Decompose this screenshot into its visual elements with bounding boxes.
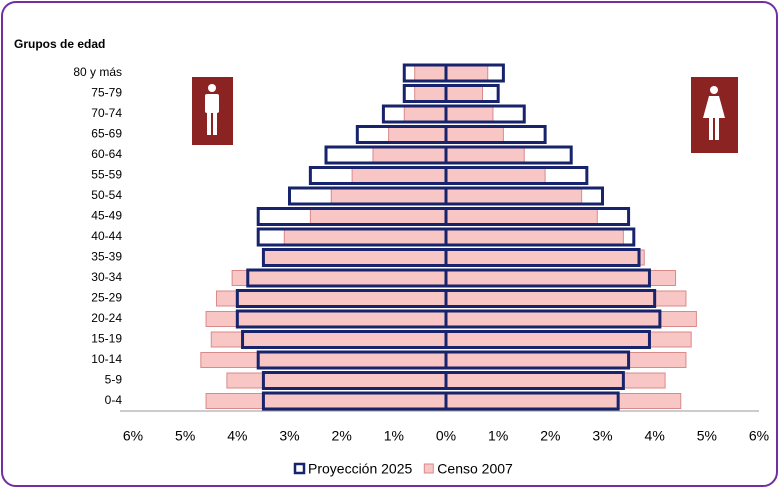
bar (444, 289, 657, 308)
bar (444, 371, 625, 390)
legend-label: Censo 2007 (437, 461, 513, 477)
axis-title: Grupos de edad (14, 37, 105, 51)
bar (444, 166, 589, 185)
y-tick-label: 20-24 (91, 311, 122, 325)
bar (444, 330, 651, 349)
bar (388, 126, 447, 143)
y-tick-label: 80 y más (73, 65, 122, 79)
bar (444, 309, 662, 329)
bar (444, 84, 500, 103)
y-tick-label: 45-49 (91, 209, 122, 223)
bar (444, 63, 505, 83)
x-tick-label: 3% (592, 428, 612, 444)
bar (445, 147, 525, 163)
bar (372, 147, 447, 163)
bar (444, 391, 620, 411)
bar (205, 393, 447, 409)
bar (215, 290, 447, 307)
bar (444, 227, 636, 247)
bar (262, 249, 447, 266)
x-tick-label: 5% (175, 428, 195, 444)
female-icon (691, 77, 738, 153)
bar (330, 188, 447, 204)
bar (444, 350, 631, 370)
bar (445, 126, 504, 143)
bar (445, 372, 666, 389)
x-tick-label: 4% (645, 428, 665, 444)
bar (210, 331, 447, 348)
bar (351, 167, 447, 184)
y-tick-label: 55-59 (91, 168, 122, 182)
bar (231, 270, 447, 286)
bar (445, 393, 682, 409)
x-tick-label: 4% (227, 428, 247, 444)
bar (445, 270, 677, 286)
bar (414, 65, 447, 81)
y-tick-label: 65-69 (91, 127, 122, 141)
bar (283, 229, 447, 245)
bar (445, 290, 687, 307)
y-tick-label: 30-34 (91, 270, 122, 284)
y-tick-label: 10-14 (91, 352, 122, 366)
y-tick-label: 70-74 (91, 106, 122, 120)
x-tick-label: 0% (436, 428, 456, 444)
y-tick-label: 60-64 (91, 147, 122, 161)
bar (445, 249, 645, 266)
bar (445, 65, 489, 81)
bar (445, 229, 624, 245)
x-tick-label: 6% (123, 428, 143, 444)
bar (226, 372, 447, 389)
bar (444, 207, 631, 226)
bar (445, 208, 598, 225)
x-tick-label: 6% (749, 428, 769, 444)
legend-label: Proyección 2025 (308, 461, 413, 477)
bar (444, 145, 573, 165)
x-tick-label: 1% (384, 428, 404, 444)
bar (444, 268, 651, 288)
bar (445, 106, 494, 122)
bar (309, 208, 447, 225)
bar (403, 106, 447, 122)
y-tick-label: 50-54 (91, 188, 122, 202)
legend-swatch (423, 463, 434, 474)
legend-swatch (293, 462, 306, 475)
bar (444, 248, 641, 267)
bar (205, 311, 447, 327)
bar (445, 85, 484, 102)
bar (444, 186, 604, 206)
bar (445, 188, 583, 204)
y-tick-label: 25-29 (91, 291, 122, 305)
x-tick-label: 2% (540, 428, 560, 444)
male-icon (192, 77, 233, 145)
x-tick-label: 1% (488, 428, 508, 444)
bar (445, 167, 546, 184)
y-tick-label: 35-39 (91, 250, 122, 264)
bar (445, 352, 687, 368)
x-tick-label: 2% (332, 428, 352, 444)
x-tick-label: 3% (279, 428, 299, 444)
bar (414, 85, 447, 102)
y-tick-label: 15-19 (91, 332, 122, 346)
y-tick-label: 75-79 (91, 86, 122, 100)
y-tick-label: 40-44 (91, 229, 122, 243)
bar (445, 331, 692, 348)
bar (444, 104, 526, 124)
y-tick-label: 0-4 (105, 393, 123, 407)
bar (444, 125, 547, 144)
x-tick-label: 5% (697, 428, 717, 444)
y-tick-label: 5-9 (105, 373, 123, 387)
bar (200, 352, 447, 368)
